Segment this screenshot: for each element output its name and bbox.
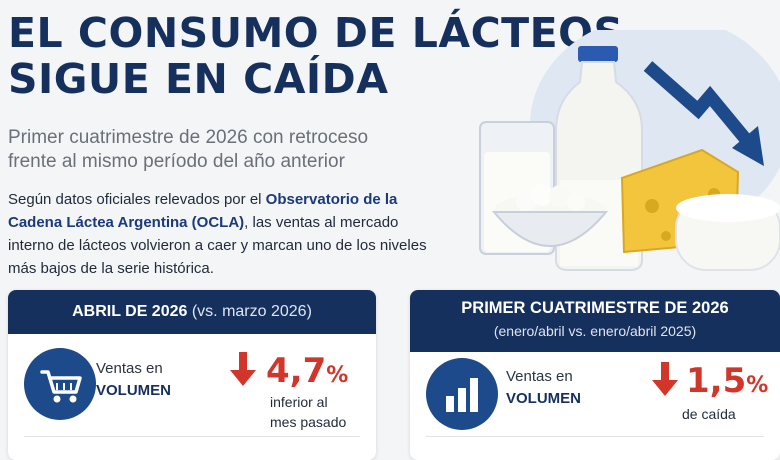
- april-metric-label: Ventas en VOLUMEN: [96, 358, 171, 402]
- shopping-cart-icon: [24, 348, 96, 420]
- intro-text-end: , las ventas al mercado interno de lácte…: [8, 214, 427, 277]
- quarter-card-comparison: (enero/abril vs. enero/abril 2025): [493, 323, 697, 339]
- quarter-card-title: PRIMER CUATRIMESTRE DE 2026: [461, 299, 729, 317]
- quarter-stats-card: PRIMER CUATRIMESTRE DE 2026 (enero/abril…: [410, 290, 780, 460]
- headline-line-1: EL CONSUMO DE LÁCTEOS: [8, 9, 624, 57]
- april-decline-value: 4,7%: [266, 352, 348, 395]
- quarter-value-unit: %: [746, 373, 769, 398]
- april-metric-label-line2: VOLUMEN: [96, 382, 171, 399]
- april-value-number: 4,7: [266, 351, 327, 391]
- april-card-header: ABRIL DE 2026 (vs. marzo 2026): [8, 290, 376, 334]
- april-note-line1: inferior al: [270, 394, 328, 410]
- page-title: EL CONSUMO DE LÁCTEOS SIGUE EN CAÍDA: [8, 10, 624, 102]
- quarter-metric-label: Ventas en VOLUMEN: [506, 366, 581, 410]
- april-card-comparison: (vs. marzo 2026): [187, 303, 312, 320]
- downward-trend-arrow-icon: [643, 61, 764, 166]
- intro-text-start: Según datos oficiales relevados por el: [8, 191, 266, 208]
- dairy-illustration: [479, 30, 780, 271]
- april-value-unit: %: [326, 363, 349, 388]
- down-arrow-icon: [652, 362, 678, 396]
- intro-source-highlight: Observatorio de la Cadena Láctea Argenti…: [8, 191, 398, 231]
- quarter-value-number: 1,5: [686, 361, 747, 401]
- april-note-line2: mes pasado: [270, 414, 347, 430]
- subtitle: Primer cuatrimestre de 2026 con retroces…: [8, 126, 478, 174]
- quarter-decline-value: 1,5%: [686, 362, 768, 405]
- april-card-divider: [24, 436, 360, 437]
- headline-line-2: SIGUE EN CAÍDA: [8, 55, 389, 103]
- quarter-metric-label-line2: VOLUMEN: [506, 390, 581, 407]
- april-note: inferior al mes pasado: [270, 392, 346, 432]
- quarter-card-divider: [426, 436, 764, 437]
- subtitle-line-1: Primer cuatrimestre de 2026 con retroces…: [8, 127, 369, 148]
- april-metric-label-line1: Ventas en: [96, 360, 163, 377]
- april-card-title: ABRIL DE 2026: [72, 303, 188, 320]
- intro-paragraph: Según datos oficiales relevados por el O…: [8, 188, 438, 280]
- subtitle-line-2: frente al mismo período del año anterior: [8, 151, 345, 172]
- soft-cheese-round-icon: [675, 194, 780, 271]
- quarter-metric-label-line1: Ventas en: [506, 368, 573, 385]
- ricotta-bowl-icon: [491, 184, 609, 247]
- bar-chart-icon: [426, 358, 498, 430]
- down-arrow-icon: [230, 352, 256, 386]
- quarter-card-header: PRIMER CUATRIMESTRE DE 2026 (enero/abril…: [410, 290, 780, 352]
- quarter-note: de caída: [682, 406, 736, 422]
- april-stats-card: ABRIL DE 2026 (vs. marzo 2026) Ventas en…: [8, 290, 376, 460]
